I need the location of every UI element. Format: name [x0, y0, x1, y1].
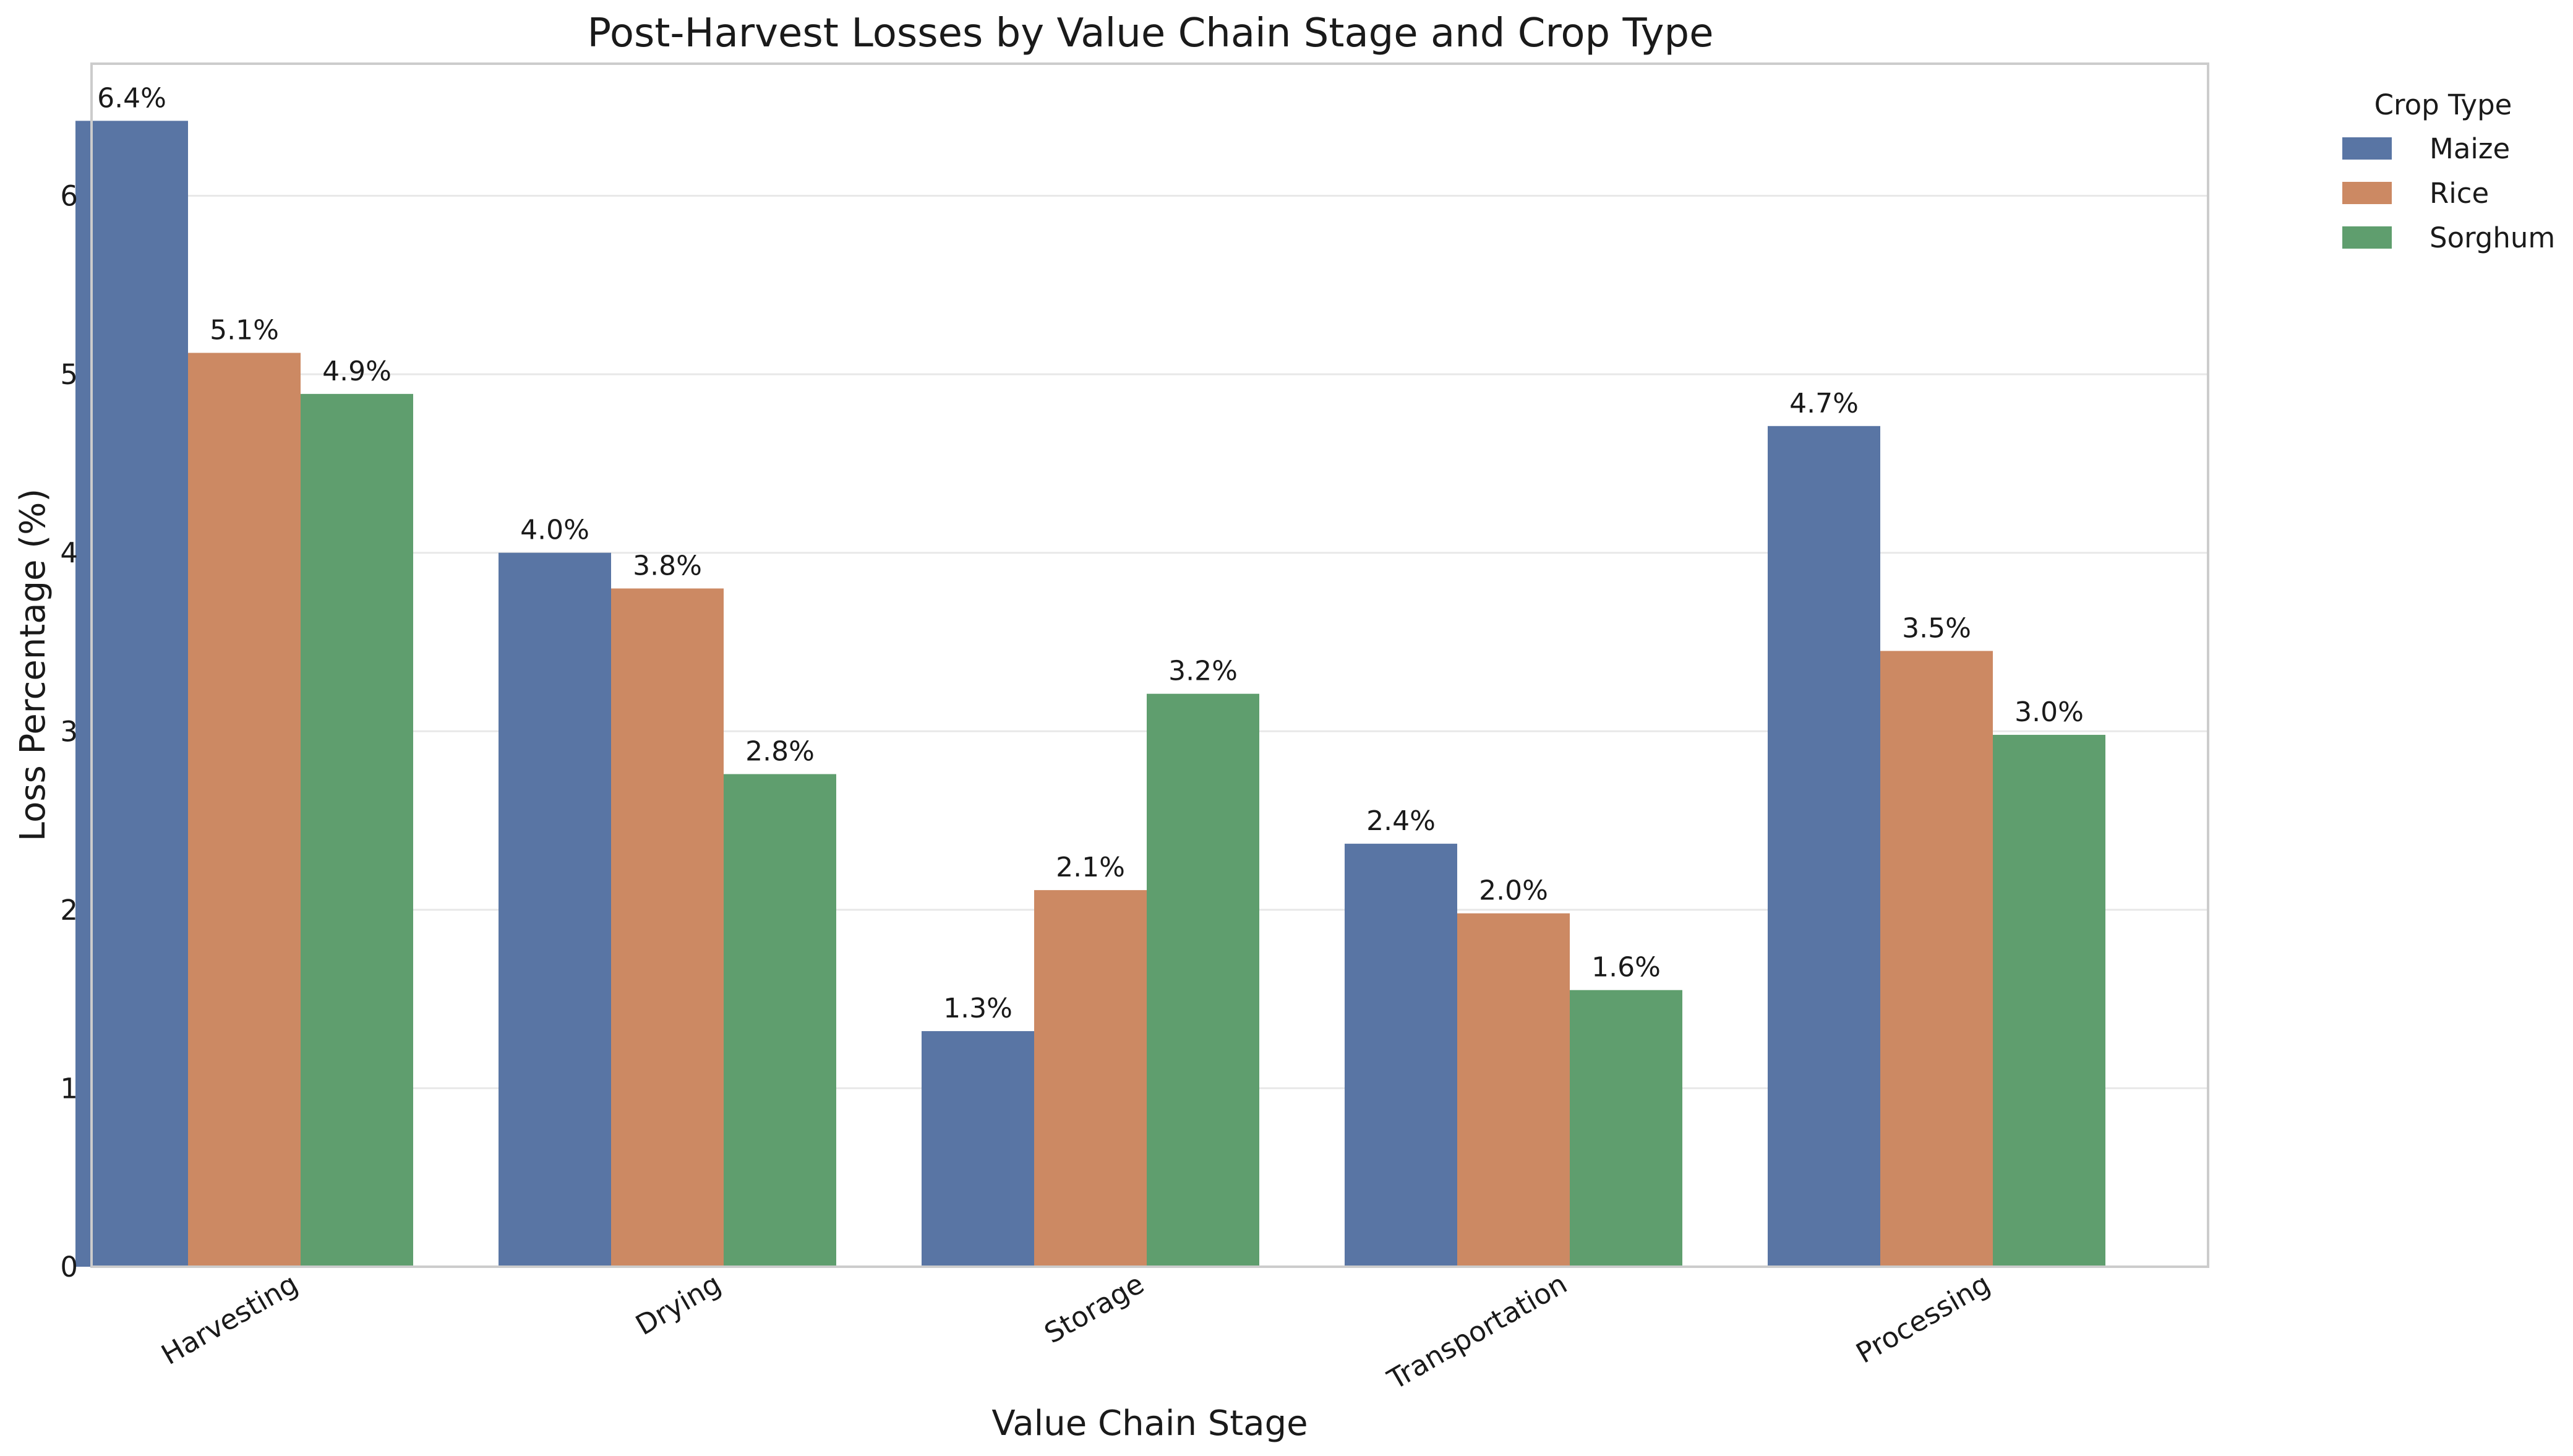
y-tick-label: 6 — [60, 180, 78, 213]
bar-rice-processing — [1880, 651, 1993, 1267]
y-axis-ticks: 0 1 2 3 4 5 6 — [60, 180, 78, 1283]
bar-labels: 6.4% 5.1% 4.9% 4.0% 3.8% 2.8% 1.3% 2.1% 3.2% 2.4%… — [97, 82, 2084, 1024]
bar-sorghum-transportation — [1570, 990, 1682, 1267]
bar-label-sorghum-harvesting: 4.9% — [322, 356, 392, 387]
bar-rice-harvesting — [188, 353, 301, 1267]
bar-maize-transportation — [1345, 844, 1457, 1267]
bar-label-sorghum-processing: 3.0% — [2014, 696, 2084, 728]
bar-sorghum-harvesting — [301, 393, 413, 1267]
bar-label-maize-storage: 1.3% — [943, 993, 1013, 1024]
bar-rice-transportation — [1457, 913, 1570, 1267]
legend-swatch-maize — [2342, 137, 2392, 160]
bar-label-maize-drying: 4.0% — [520, 515, 589, 546]
bar-sorghum-storage — [1147, 693, 1259, 1267]
bar-label-maize-transportation: 2.4% — [1366, 805, 1436, 837]
bar-label-sorghum-drying: 2.8% — [745, 736, 815, 768]
x-axis-label: Value Chain Stage — [991, 1403, 1308, 1444]
chart-title: Post-Harvest Losses by Value Chain Stage… — [588, 11, 1714, 56]
bar-label-maize-processing: 4.7% — [1789, 388, 1859, 419]
bar-label-maize-harvesting: 6.4% — [97, 82, 166, 114]
legend-title: Crop Type — [2374, 88, 2512, 121]
bar-label-rice-processing: 3.5% — [1902, 612, 1971, 644]
y-tick-label: 0 — [60, 1251, 78, 1283]
legend-swatch-sorghum — [2342, 226, 2392, 249]
bar-maize-drying — [499, 552, 611, 1267]
bar-rice-storage — [1034, 890, 1147, 1267]
bar-maize-processing — [1768, 426, 1880, 1267]
legend-entry-rice: Rice — [2430, 177, 2489, 210]
bar-label-sorghum-transportation: 1.6% — [1591, 952, 1661, 983]
legend-entry-sorghum: Sorghum — [2430, 221, 2555, 254]
y-tick-label: 1 — [60, 1072, 78, 1105]
plot-frame — [90, 62, 2209, 1268]
bar-label-rice-drying: 3.8% — [633, 550, 702, 581]
bar-sorghum-drying — [724, 774, 836, 1267]
y-tick-label: 3 — [60, 715, 78, 748]
bar-sorghum-processing — [1993, 735, 2105, 1267]
y-tick-label: 2 — [60, 894, 78, 927]
bar-rice-drying — [611, 588, 724, 1267]
bar-label-sorghum-storage: 3.2% — [1168, 656, 1238, 687]
legend-swatch-rice — [2342, 182, 2392, 204]
bar-maize-harvesting — [75, 121, 188, 1267]
bars — [75, 121, 2105, 1267]
y-tick-label: 5 — [60, 358, 78, 391]
y-tick-label: 4 — [60, 537, 78, 570]
legend: Crop Type Maize Rice Sorghum — [2342, 88, 2555, 254]
bar-label-rice-harvesting: 5.1% — [210, 314, 279, 346]
y-axis-label: Loss Percentage (%) — [13, 489, 53, 841]
bar-label-rice-storage: 2.1% — [1056, 852, 1125, 883]
bar-label-rice-transportation: 2.0% — [1479, 875, 1548, 907]
bar-maize-storage — [922, 1031, 1034, 1267]
legend-entry-maize: Maize — [2430, 132, 2510, 165]
